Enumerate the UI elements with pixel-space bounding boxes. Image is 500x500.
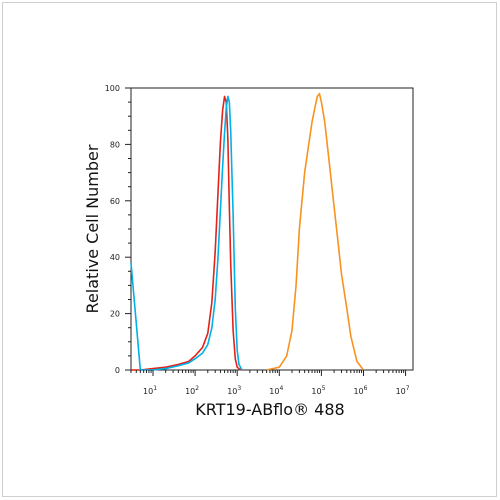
y-tick-label: 60 [110, 197, 120, 206]
y-axis-label: Relative Cell Number [83, 144, 102, 313]
y-tick-label: 0 [115, 366, 120, 375]
y-tick-label: 80 [110, 140, 120, 149]
y-tick-label: 100 [105, 84, 120, 93]
histogram-series-1 [131, 95, 242, 371]
x-tick-label: 103 [227, 385, 241, 396]
x-tick-label: 105 [311, 385, 325, 396]
x-tick-label: 107 [396, 385, 410, 396]
histogram-series-3 [266, 92, 365, 371]
x-tick-label: 101 [143, 385, 157, 396]
y-tick-label: 40 [110, 253, 120, 262]
histogram-series-2 [130, 95, 243, 371]
plot-area [130, 87, 414, 371]
x-tick-label: 104 [269, 385, 283, 396]
x-tick-label: 106 [353, 385, 367, 396]
x-tick-label: 102 [185, 385, 199, 396]
y-tick-label: 20 [110, 310, 120, 319]
x-axis-label: KRT19-ABflo® 488 [195, 400, 344, 419]
